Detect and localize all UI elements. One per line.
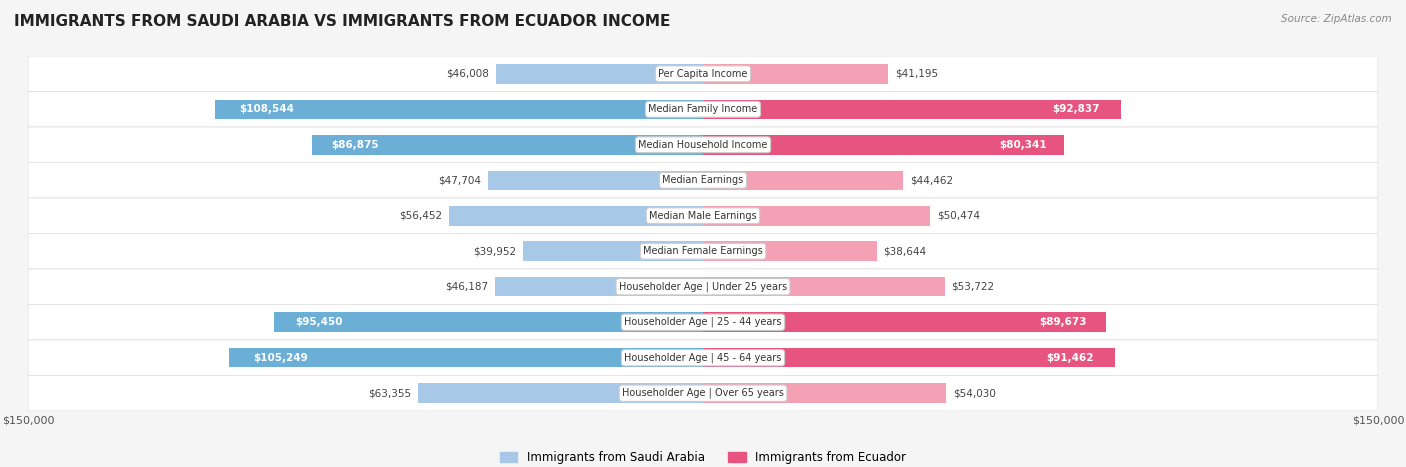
Text: Median Earnings: Median Earnings bbox=[662, 175, 744, 185]
FancyBboxPatch shape bbox=[28, 269, 1378, 304]
Text: $50,474: $50,474 bbox=[936, 211, 980, 221]
Text: Median Female Earnings: Median Female Earnings bbox=[643, 246, 763, 256]
Text: Median Family Income: Median Family Income bbox=[648, 104, 758, 114]
Bar bbox=[703, 241, 877, 261]
Bar bbox=[703, 135, 1064, 155]
FancyBboxPatch shape bbox=[28, 198, 1378, 234]
FancyBboxPatch shape bbox=[28, 234, 1378, 269]
Text: $95,450: $95,450 bbox=[295, 317, 343, 327]
FancyBboxPatch shape bbox=[28, 340, 1378, 375]
Bar bbox=[418, 383, 703, 403]
Text: Per Capita Income: Per Capita Income bbox=[658, 69, 748, 79]
Text: $46,187: $46,187 bbox=[446, 282, 488, 292]
Text: $91,462: $91,462 bbox=[1046, 353, 1094, 363]
FancyBboxPatch shape bbox=[28, 375, 1378, 411]
FancyBboxPatch shape bbox=[28, 92, 1378, 127]
Bar bbox=[703, 312, 1107, 332]
Bar bbox=[488, 170, 703, 190]
Bar bbox=[495, 277, 703, 297]
FancyBboxPatch shape bbox=[28, 56, 1378, 92]
Bar bbox=[449, 206, 703, 226]
Bar bbox=[703, 99, 1121, 119]
FancyBboxPatch shape bbox=[28, 127, 1378, 163]
Text: Householder Age | Under 25 years: Householder Age | Under 25 years bbox=[619, 282, 787, 292]
Text: $47,704: $47,704 bbox=[439, 175, 482, 185]
FancyBboxPatch shape bbox=[28, 163, 1378, 198]
Bar bbox=[274, 312, 703, 332]
Text: $108,544: $108,544 bbox=[239, 104, 294, 114]
Bar bbox=[703, 348, 1115, 368]
Text: $46,008: $46,008 bbox=[446, 69, 489, 79]
Text: $53,722: $53,722 bbox=[952, 282, 994, 292]
Bar bbox=[703, 206, 931, 226]
Text: $41,195: $41,195 bbox=[896, 69, 938, 79]
Text: $92,837: $92,837 bbox=[1052, 104, 1099, 114]
Text: Householder Age | Over 65 years: Householder Age | Over 65 years bbox=[621, 388, 785, 398]
Bar bbox=[703, 383, 946, 403]
FancyBboxPatch shape bbox=[28, 304, 1378, 340]
Text: $44,462: $44,462 bbox=[910, 175, 953, 185]
Text: Median Household Income: Median Household Income bbox=[638, 140, 768, 150]
Bar bbox=[703, 170, 903, 190]
Text: $54,030: $54,030 bbox=[953, 388, 995, 398]
Bar bbox=[703, 277, 945, 297]
Bar bbox=[312, 135, 703, 155]
Text: $63,355: $63,355 bbox=[368, 388, 411, 398]
Text: $86,875: $86,875 bbox=[332, 140, 380, 150]
Bar bbox=[229, 348, 703, 368]
Text: $56,452: $56,452 bbox=[399, 211, 443, 221]
Text: Source: ZipAtlas.com: Source: ZipAtlas.com bbox=[1281, 14, 1392, 24]
Bar bbox=[523, 241, 703, 261]
Legend: Immigrants from Saudi Arabia, Immigrants from Ecuador: Immigrants from Saudi Arabia, Immigrants… bbox=[495, 446, 911, 467]
Bar bbox=[703, 64, 889, 84]
Text: Median Male Earnings: Median Male Earnings bbox=[650, 211, 756, 221]
Text: Householder Age | 25 - 44 years: Householder Age | 25 - 44 years bbox=[624, 317, 782, 327]
Text: $38,644: $38,644 bbox=[883, 246, 927, 256]
Bar bbox=[496, 64, 703, 84]
Text: $89,673: $89,673 bbox=[1039, 317, 1087, 327]
Text: Householder Age | 45 - 64 years: Householder Age | 45 - 64 years bbox=[624, 353, 782, 363]
Text: $39,952: $39,952 bbox=[474, 246, 516, 256]
Text: $80,341: $80,341 bbox=[998, 140, 1046, 150]
Bar bbox=[215, 99, 703, 119]
Text: IMMIGRANTS FROM SAUDI ARABIA VS IMMIGRANTS FROM ECUADOR INCOME: IMMIGRANTS FROM SAUDI ARABIA VS IMMIGRAN… bbox=[14, 14, 671, 29]
Text: $105,249: $105,249 bbox=[253, 353, 308, 363]
